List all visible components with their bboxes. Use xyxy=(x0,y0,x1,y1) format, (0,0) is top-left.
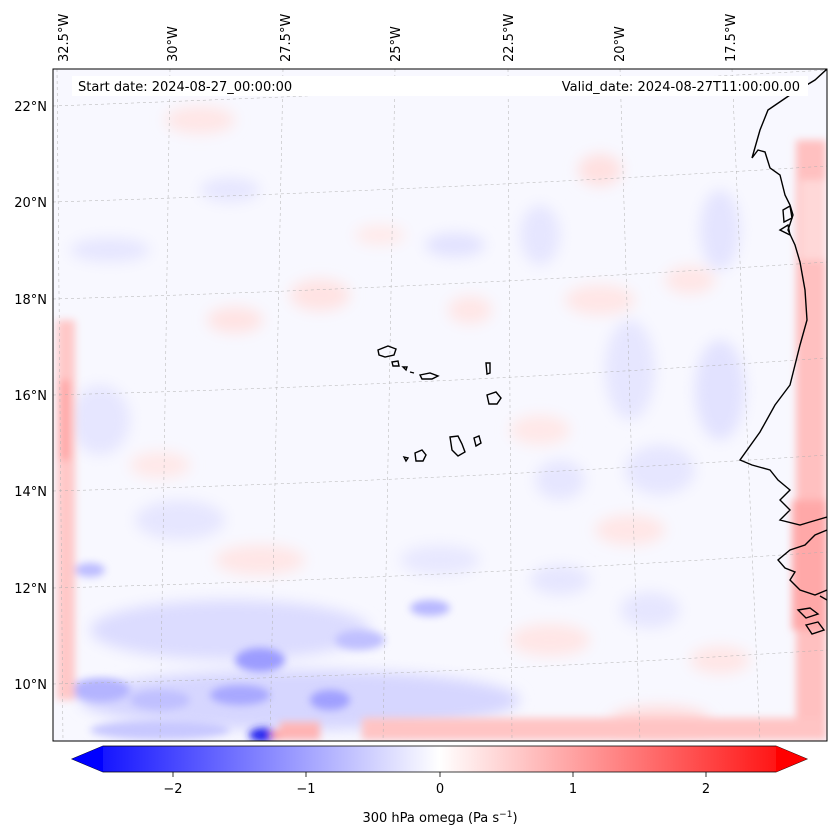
lat-label: 20°N xyxy=(14,196,47,211)
colorbar-min-arrow xyxy=(72,746,103,772)
colorbar-tick-label: 0 xyxy=(436,782,444,797)
graticule xyxy=(53,69,827,741)
colorbar: −2 −1 0 1 2 300 hPa omega (Pa s−1) xyxy=(70,745,809,826)
valid-date: Valid_date: 2024-08-27T11:00:00.00 xyxy=(562,80,800,95)
lon-label: 27.5°W xyxy=(279,14,294,62)
longitude-labels: 32.5°W 30°W 27.5°W 25°W 22.5°W 20°W 17.5… xyxy=(57,14,739,62)
colorbar-ticks xyxy=(172,772,707,777)
colorbar-max-arrow xyxy=(776,746,807,772)
field-blobs-weak xyxy=(70,106,750,734)
cape-verde-islands xyxy=(377,345,502,463)
lat-label: 22°N xyxy=(14,100,47,115)
colorbar-tick-label: −2 xyxy=(163,782,182,797)
lat-label: 12°N xyxy=(14,582,47,597)
lat-label: 14°N xyxy=(14,485,47,500)
lon-label: 25°W xyxy=(389,26,404,62)
lon-label: 20°W xyxy=(613,26,628,62)
lon-label: 30°W xyxy=(166,26,181,62)
colorbar-tick-label: 1 xyxy=(569,782,577,797)
colorbar-tick-label: −1 xyxy=(296,782,315,797)
latitude-labels: 22°N 20°N 18°N 16°N 14°N 12°N 10°N xyxy=(14,100,47,693)
omega-field: Start date: 2024-08-27_00:00:00 Valid_da… xyxy=(53,69,827,741)
africa-coastline xyxy=(738,69,827,635)
colorbar-gradient xyxy=(70,745,809,773)
date-label-box xyxy=(72,76,808,96)
lon-label: 17.5°W xyxy=(724,14,739,62)
colorbar-tick-label: 2 xyxy=(702,782,710,797)
start-date: Start date: 2024-08-27_00:00:00 xyxy=(78,80,292,95)
map-frame xyxy=(52,68,828,742)
lon-label: 32.5°W xyxy=(57,14,72,62)
lat-label: 18°N xyxy=(14,293,47,308)
lat-label: 10°N xyxy=(14,678,47,693)
lat-label: 16°N xyxy=(14,389,47,404)
lon-label: 22.5°W xyxy=(502,14,517,62)
colorbar-label: 300 hPa omega (Pa s−1) xyxy=(362,810,517,826)
